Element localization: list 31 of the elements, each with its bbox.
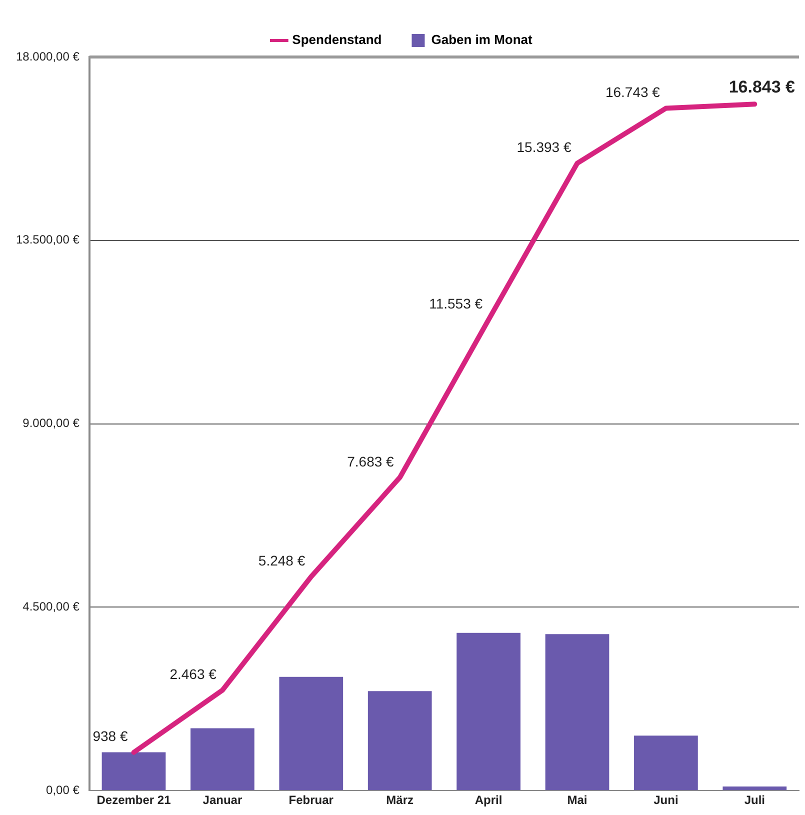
- data-label: 16.743 €: [605, 84, 660, 100]
- legend-label: Gaben im Monat: [431, 32, 534, 48]
- data-label: 7.683 €: [347, 453, 394, 470]
- bar: [722, 786, 787, 790]
- x-tick-label: März: [386, 793, 414, 808]
- bar: [545, 634, 610, 790]
- bar: [634, 736, 698, 790]
- bar: [368, 691, 432, 790]
- bar: [190, 728, 254, 790]
- bar: [102, 752, 166, 790]
- y-tick-label: 4.500,00 €: [22, 600, 80, 614]
- y-tick-label: 13.500,00 €: [16, 232, 80, 247]
- x-tick-label: Februar: [288, 793, 334, 808]
- legend-label: Spendenstand: [292, 32, 382, 48]
- data-label: 15.393 €: [516, 139, 572, 156]
- y-tick-label: 0,00 €: [46, 782, 80, 797]
- data-label: 2.463 €: [170, 666, 217, 682]
- bar: [279, 676, 344, 790]
- x-tick-label: Juli: [744, 793, 765, 808]
- y-tick-label: 18.000,00 €: [16, 49, 80, 64]
- x-tick-label: Januar: [202, 793, 242, 808]
- data-label: 938 €: [92, 728, 128, 744]
- y-tick-label: 9.000,00 €: [22, 416, 80, 430]
- x-tick-label: April: [474, 793, 502, 808]
- bar: [456, 632, 520, 790]
- x-tick-label: Juni: [654, 793, 678, 808]
- x-tick-label: Dezember 21: [96, 793, 172, 808]
- data-label: 5.248 €: [258, 552, 306, 569]
- data-label: 16.843 €: [728, 77, 796, 96]
- data-label: 11.553 €: [429, 296, 483, 312]
- x-tick-label: Mai: [567, 793, 588, 808]
